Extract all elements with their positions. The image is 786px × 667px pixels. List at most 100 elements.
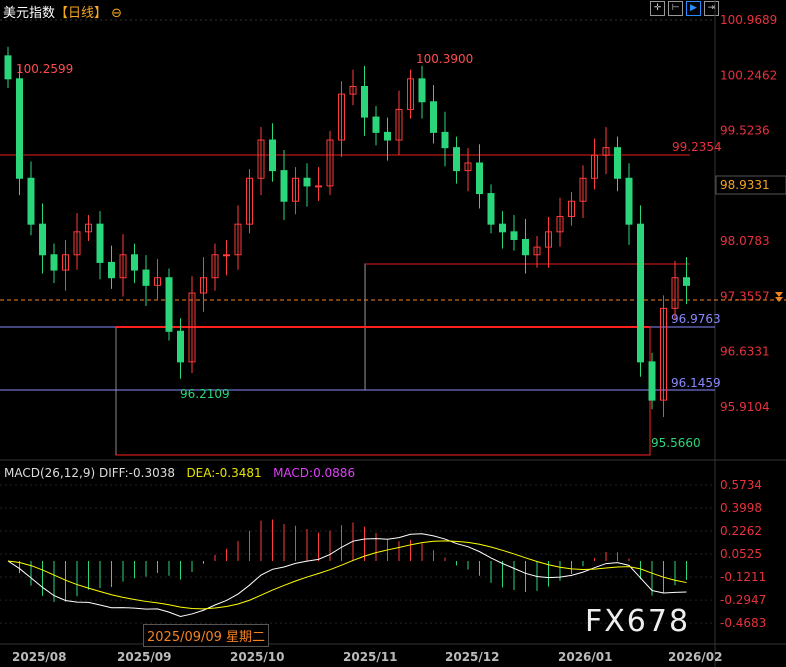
price-tick: 95.9104 — [720, 400, 770, 414]
current-box-label: 98.9331 — [720, 178, 770, 192]
candle — [637, 223, 644, 363]
candle — [315, 185, 322, 188]
candle — [625, 177, 633, 225]
price-tick: 100.2462 — [720, 68, 777, 82]
candle — [476, 162, 483, 195]
level-label: 99.2354 — [672, 140, 722, 154]
candle — [430, 101, 437, 133]
candle — [154, 277, 161, 286]
candle — [280, 170, 288, 202]
candle — [510, 231, 518, 240]
macd-tick: -0.4683 — [720, 616, 766, 630]
candle — [361, 85, 368, 118]
time-tick: 2025/12 — [445, 650, 500, 664]
candle — [499, 223, 506, 233]
peak-label: 100.3900 — [416, 52, 473, 66]
macd-value: MACD:0.0886 — [273, 466, 356, 480]
macd-tick: 0.5734 — [720, 478, 762, 492]
price-tick: 99.5236 — [720, 124, 770, 138]
candle — [683, 277, 690, 286]
candle — [200, 277, 207, 294]
instrument-name: 美元指数 — [3, 6, 56, 21]
candle — [257, 139, 265, 179]
dea-line — [7, 540, 687, 610]
candle — [131, 254, 138, 271]
candle — [85, 223, 92, 233]
candle — [50, 254, 58, 271]
candle — [16, 78, 23, 179]
candle — [395, 108, 403, 141]
crosshair-icon[interactable]: ✛ — [650, 1, 665, 16]
price-tick: 97.3557 — [720, 289, 770, 303]
play-right-icon[interactable]: ▶ — [686, 1, 701, 16]
candle — [545, 231, 552, 248]
candle — [108, 261, 115, 279]
level-label: 96.1459 — [671, 376, 721, 390]
candle — [188, 292, 196, 363]
candle — [464, 162, 472, 172]
watermark-logo: FX678 — [585, 604, 691, 639]
candle — [660, 307, 667, 401]
price-tick: 98.0783 — [720, 234, 770, 248]
fit-range-icon[interactable]: ⊢ — [668, 1, 683, 16]
candle — [269, 139, 276, 172]
candle — [211, 254, 219, 279]
candle — [96, 223, 104, 263]
level-label: 96.9763 — [671, 312, 721, 326]
time-tick: 2025/11 — [343, 650, 398, 664]
macd-header: MACD(26,12,9) DIFF:-0.3038 DEA:-0.3481 M… — [4, 466, 355, 480]
macd-tick: -0.2947 — [720, 593, 766, 607]
candle — [568, 200, 575, 218]
candle — [142, 269, 150, 286]
macd-params: MACD(26,12,9) — [4, 466, 96, 480]
time-tick: 2026/02 — [668, 650, 723, 664]
candle — [27, 177, 35, 225]
candle — [671, 277, 679, 309]
candle — [303, 177, 311, 187]
macd-dea: DEA:-0.3481 — [186, 466, 262, 480]
candle — [522, 238, 529, 256]
candle — [418, 78, 426, 103]
crosshair-date-label: 2025/09/09 星期二 — [143, 624, 270, 647]
candle — [453, 147, 460, 172]
candle — [62, 254, 69, 271]
current-box — [715, 175, 786, 195]
high-label: 100.2599 — [16, 62, 73, 76]
candle — [648, 361, 656, 401]
candle — [234, 223, 242, 256]
candle — [223, 254, 230, 257]
candle — [591, 154, 598, 179]
price-tick: 100.9689 — [720, 13, 777, 27]
candle — [165, 277, 173, 332]
jump-end-icon[interactable]: ⇥ — [704, 1, 719, 16]
candle — [338, 93, 345, 141]
macd-tick: 0.3998 — [720, 501, 762, 515]
candle — [407, 78, 414, 110]
candle — [487, 193, 495, 225]
candle — [119, 254, 127, 279]
candle — [372, 116, 380, 133]
candle — [349, 85, 357, 95]
chart-toolbar: ✛ ⊢ ▶ ⇥ — [650, 1, 719, 16]
macd-diff: DIFF:-0.3038 — [98, 466, 175, 480]
min-label: 95.5660 — [651, 436, 701, 450]
candle — [4, 55, 12, 80]
current-arrow-icon — [775, 292, 783, 302]
candle — [39, 223, 46, 256]
period-label[interactable]: 【日线】 — [55, 6, 108, 21]
candle — [614, 147, 621, 179]
candle — [326, 139, 334, 187]
time-tick: 2025/09 — [117, 650, 172, 664]
candle — [533, 246, 541, 256]
macd-tick: -0.1211 — [720, 570, 766, 584]
candle — [384, 131, 391, 141]
macd-tick: 0.0525 — [720, 547, 762, 561]
time-tick: 2025/08 — [12, 650, 67, 664]
time-tick: 2025/10 — [230, 650, 285, 664]
candle — [177, 330, 184, 363]
candle — [441, 131, 449, 149]
zoom-circle-icon[interactable]: ⊖ — [111, 6, 123, 21]
candle — [246, 177, 253, 225]
chart-title: 美元指数【日线】 ⊖ — [3, 2, 122, 21]
